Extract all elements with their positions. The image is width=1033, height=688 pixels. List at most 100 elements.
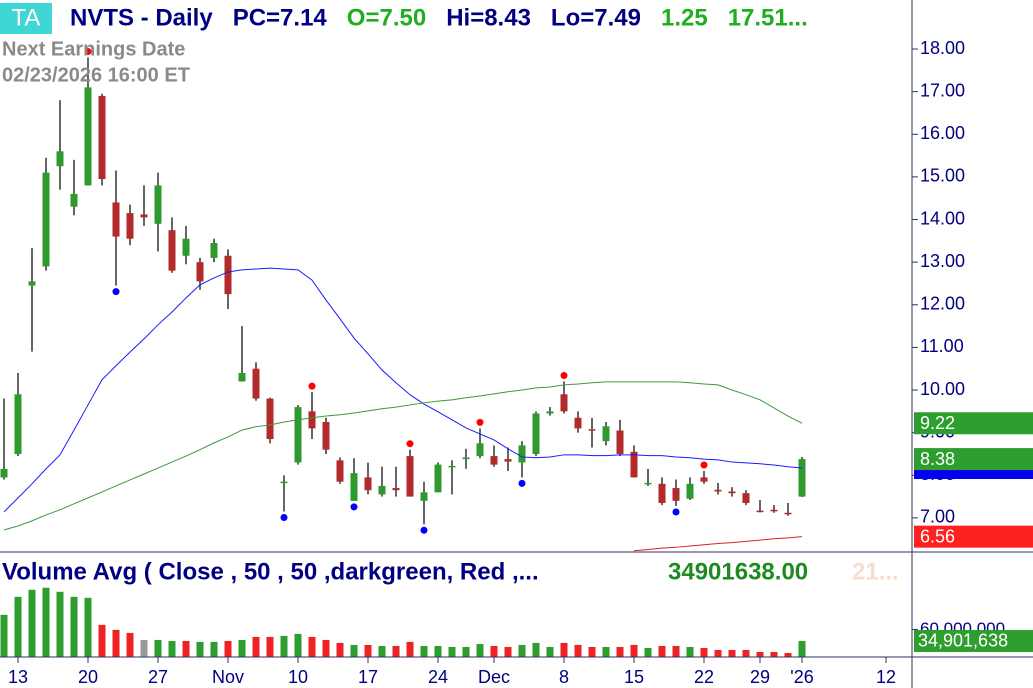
volume-bar — [700, 647, 708, 657]
x-tick-label: Dec — [478, 667, 510, 687]
candle-body — [560, 394, 568, 412]
volume-bar — [476, 643, 484, 657]
volume-bar — [770, 651, 778, 657]
volume-value: 34901638.00 — [668, 558, 808, 585]
price-badge-label: 6.56 — [920, 526, 955, 546]
candle-body — [756, 510, 764, 513]
y-tick-label: 18.00 — [920, 38, 965, 58]
candle-body — [434, 464, 442, 493]
volume-bar — [602, 646, 610, 657]
y-tick-label: 16.00 — [920, 123, 965, 143]
candle-body — [28, 281, 36, 286]
volume-bar — [756, 651, 764, 657]
price-badge — [914, 525, 1033, 548]
volume-bar — [616, 646, 624, 657]
volume-bar — [518, 644, 526, 657]
candle-body — [392, 488, 400, 491]
volume-bar — [154, 639, 162, 657]
candle-body — [308, 411, 316, 429]
candle-body — [630, 451, 638, 478]
volume-bar — [126, 632, 134, 657]
volume-bar — [266, 636, 274, 657]
x-tick-label: 24 — [428, 667, 448, 687]
volume-bar — [84, 597, 92, 657]
volume-bar — [98, 624, 106, 657]
candle-body — [84, 87, 92, 186]
price-badge-label: 8.38 — [920, 449, 955, 469]
candle-body — [98, 95, 106, 180]
y-tick-label: 7.00 — [920, 507, 955, 527]
volume-bar — [742, 649, 750, 657]
volume-bar — [14, 596, 22, 657]
volume-bar — [364, 644, 372, 657]
y-tick-label: 11.00 — [920, 336, 964, 356]
volume-bar — [462, 646, 470, 657]
candle-body — [798, 459, 806, 497]
volume-bar — [56, 591, 64, 657]
pivot-low — [112, 288, 120, 296]
volume-bar — [798, 640, 806, 657]
candle-body — [700, 477, 708, 482]
volume-title: Volume Avg ( Close , 50 , 50 ,darkgreen,… — [2, 558, 539, 585]
candle-body — [140, 214, 148, 218]
pivot-high — [476, 418, 484, 426]
volume-bar — [196, 641, 204, 657]
volume-bar — [350, 644, 358, 657]
candle-body — [336, 460, 344, 482]
candle-body — [210, 242, 218, 258]
candle-body — [728, 491, 736, 494]
candle-body — [196, 262, 204, 282]
volume-avg-faded: 21... — [852, 558, 899, 585]
x-tick-label: 8 — [559, 667, 569, 687]
volume-bar — [728, 649, 736, 657]
volume-bar — [0, 614, 8, 657]
ticker-badge-bg — [0, 3, 52, 34]
volume-bar — [140, 639, 148, 657]
candle-body — [462, 457, 470, 460]
header-stat: 1.25 — [661, 4, 708, 31]
candle-body — [280, 481, 288, 484]
volume-bar — [182, 640, 190, 657]
volume-bar — [686, 646, 694, 657]
y-tick-label: 10.00 — [920, 379, 965, 399]
volume-bar — [448, 646, 456, 657]
candle-body — [532, 413, 540, 454]
candle-body — [658, 483, 666, 503]
volume-bar — [658, 645, 666, 657]
candle-body — [784, 512, 792, 515]
candle-body — [518, 445, 526, 463]
x-tick-label: Nov — [212, 667, 244, 687]
volume-bar — [644, 647, 652, 657]
volume-bar — [308, 636, 316, 657]
candle-body — [364, 477, 372, 491]
volume-bar — [280, 635, 288, 657]
candle-body — [112, 202, 120, 237]
candle-body — [770, 509, 778, 512]
volume-bar — [224, 640, 232, 657]
candle-body — [182, 238, 190, 256]
moving-average — [633, 536, 803, 552]
volume-bar — [28, 589, 36, 657]
pivot-high — [406, 440, 414, 448]
volume-bar — [42, 587, 50, 657]
candle-body — [602, 426, 610, 442]
ticker-badge: TA — [12, 4, 41, 31]
volume-bar — [546, 646, 554, 657]
candle-body — [490, 456, 498, 465]
candle-body — [224, 255, 232, 295]
x-tick-label: 10 — [288, 667, 308, 687]
volume-badge-label: 34,901,638 — [918, 631, 1008, 651]
volume-bar — [784, 653, 792, 657]
candle-body — [266, 398, 274, 440]
earnings-info: 02/23/2026 16:00 ET — [2, 64, 190, 86]
pivot-high — [308, 382, 316, 390]
header-stat: 17.51... — [728, 4, 808, 31]
candle-body — [644, 482, 652, 485]
candle-body — [322, 421, 330, 450]
candle-body — [504, 459, 512, 462]
candle-body — [378, 485, 386, 495]
volume-bar — [630, 644, 638, 657]
candle-body — [154, 185, 162, 224]
pivot-low — [518, 479, 526, 487]
earnings-info: Next Earnings Date — [2, 38, 185, 60]
